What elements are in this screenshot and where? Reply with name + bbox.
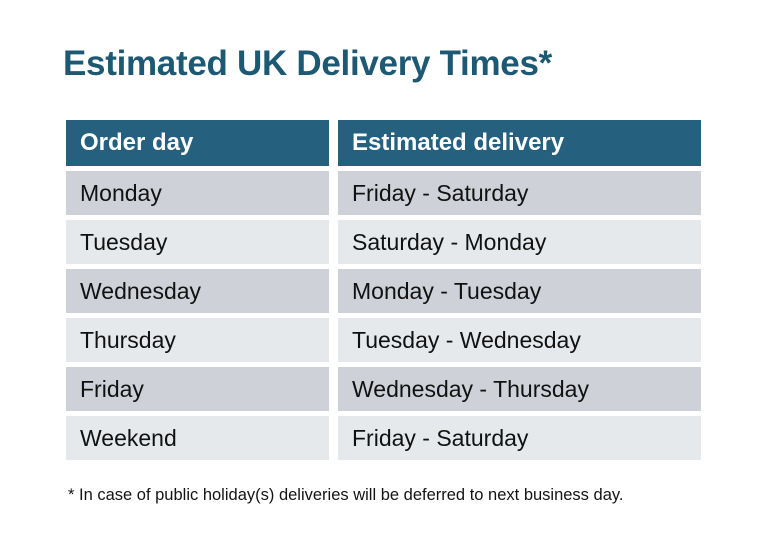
estimated-delivery-cell: Wednesday - Thursday — [338, 367, 701, 411]
estimated-delivery-cell: Tuesday - Wednesday — [338, 318, 701, 362]
order-day-cell: Wednesday — [66, 269, 329, 313]
column-header-order-day: Order day — [66, 120, 329, 166]
page-title: Estimated UK Delivery Times* — [63, 44, 552, 83]
order-day-cell: Friday — [66, 367, 329, 411]
column-header-estimated-delivery: Estimated delivery — [338, 120, 701, 166]
estimated-delivery-cell: Saturday - Monday — [338, 220, 701, 264]
order-day-cell: Monday — [66, 171, 329, 215]
delivery-times-table: Order day Estimated delivery Monday Frid… — [66, 120, 701, 460]
estimated-delivery-cell: Friday - Saturday — [338, 416, 701, 460]
order-day-cell: Tuesday — [66, 220, 329, 264]
order-day-cell: Thursday — [66, 318, 329, 362]
public-holiday-footnote: * In case of public holiday(s) deliverie… — [68, 486, 624, 504]
order-day-cell: Weekend — [66, 416, 329, 460]
estimated-delivery-cell: Monday - Tuesday — [338, 269, 701, 313]
estimated-delivery-cell: Friday - Saturday — [338, 171, 701, 215]
